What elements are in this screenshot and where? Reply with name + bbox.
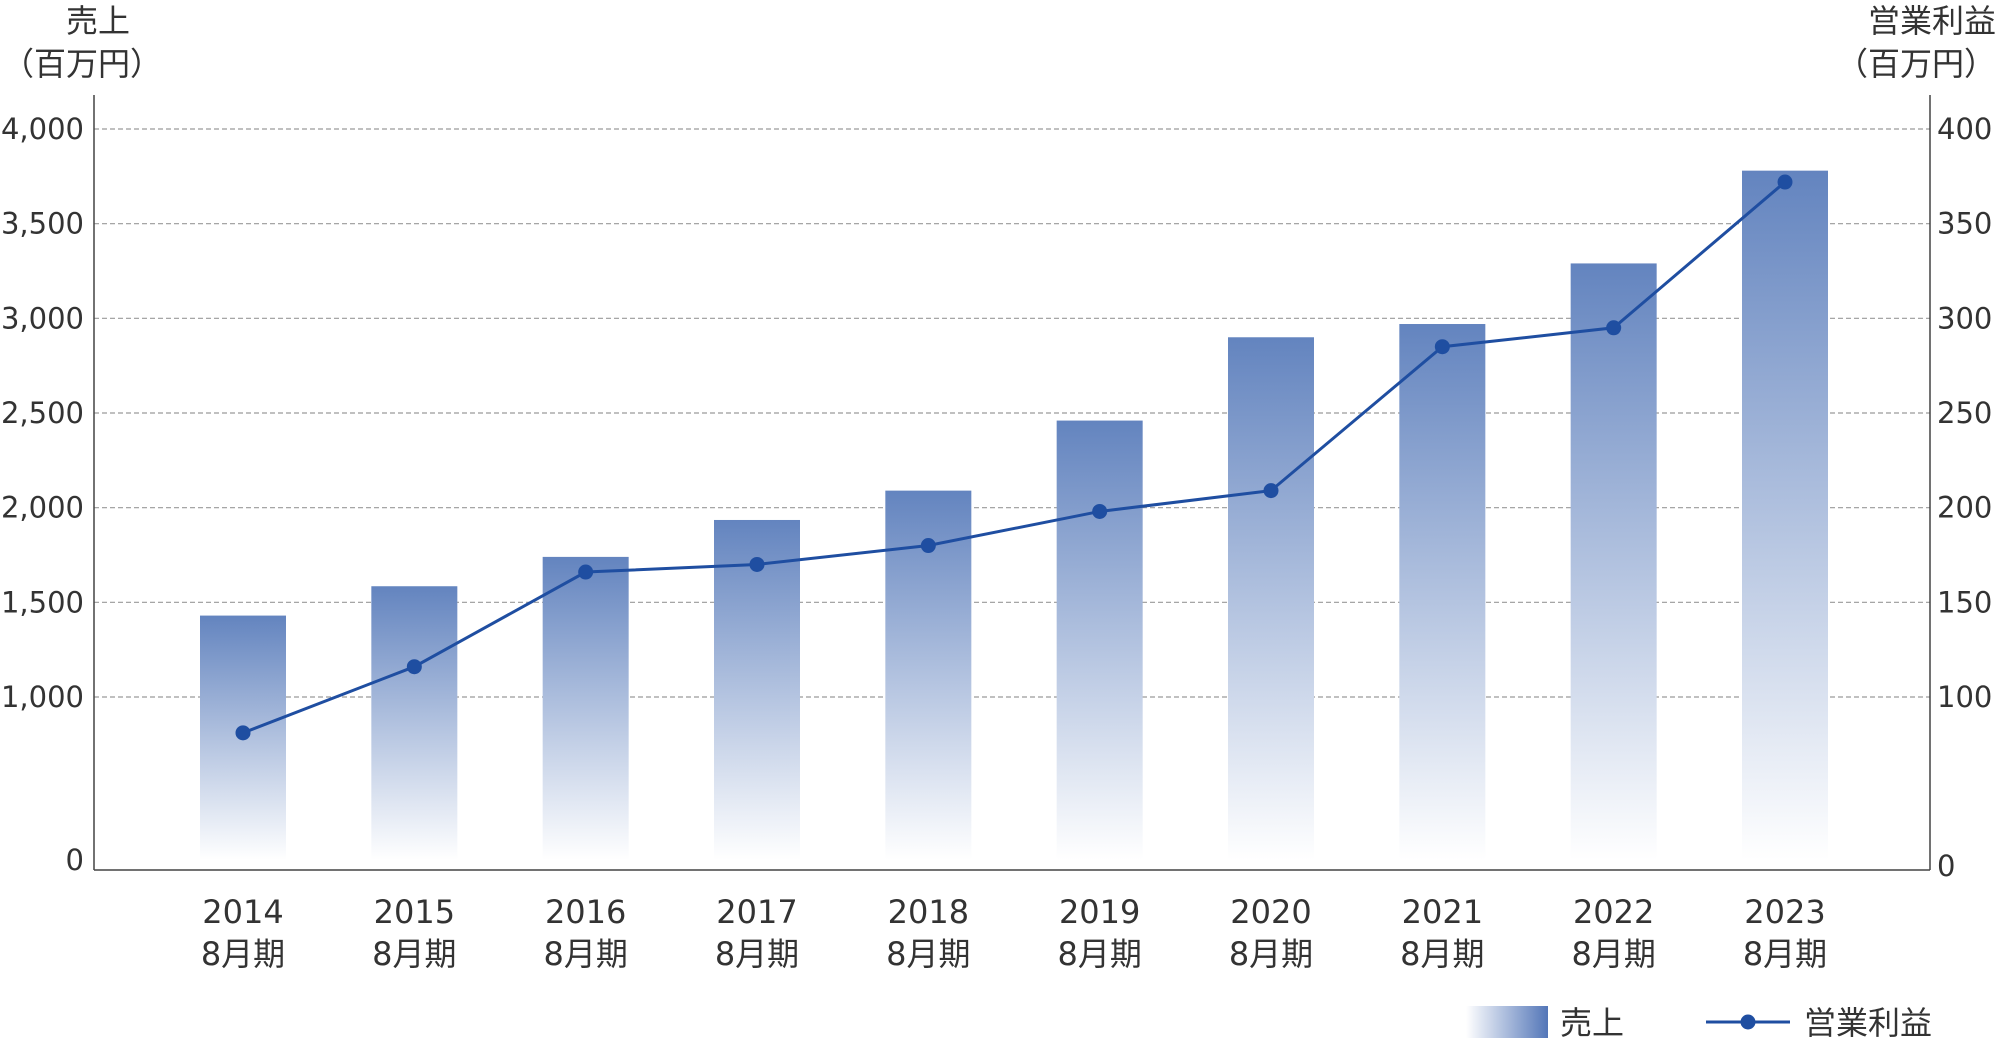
bar-2016 <box>542 556 629 860</box>
left-tick-label: 1,000 <box>1 680 84 714</box>
x-tick-period: 8月期 <box>372 935 456 973</box>
operating-profit-line <box>242 180 1786 735</box>
left-tick-label: 2,500 <box>1 396 84 430</box>
x-tick-period: 8月期 <box>1229 935 1313 973</box>
x-tick-year: 2019 <box>1059 893 1140 931</box>
profit-point-2022 <box>1606 320 1622 336</box>
left-axis-unit: （百万円） <box>2 45 162 83</box>
left-tick-label: 3,500 <box>1 207 84 241</box>
left-axis-title: 売上 <box>66 2 130 40</box>
axes <box>93 95 1931 871</box>
right-axis-title: 営業利益 <box>1868 2 1996 40</box>
right-tick-label: 350 <box>1937 207 1992 241</box>
bar-2019 <box>1056 420 1143 860</box>
left-tick-label: 3,000 <box>1 301 84 335</box>
right-tick-label: 300 <box>1937 301 1992 335</box>
left-tick-label: 1,500 <box>1 585 84 619</box>
axis-labels: 0 1,000 1,500 2,000 2,500 3,000 3,500 4,000 0 100… <box>1 2 1996 973</box>
legend: 売上 営業利益 <box>1466 1004 1932 1042</box>
x-tick-year: 2016 <box>545 893 626 931</box>
x-tick-year: 2018 <box>888 893 969 931</box>
right-tick-label: 250 <box>1937 396 1992 430</box>
profit-point-2019 <box>1092 503 1108 519</box>
right-tick-label: 0 <box>1937 849 1955 883</box>
profit-point-2021 <box>1434 339 1450 355</box>
x-tick-period: 8月期 <box>1743 935 1827 973</box>
x-tick-period: 8月期 <box>201 935 285 973</box>
x-tick-year: 2022 <box>1573 893 1654 931</box>
bar-2017 <box>714 519 800 860</box>
legend-label-profit: 営業利益 <box>1804 1004 1932 1041</box>
profit-point-2016 <box>578 564 594 580</box>
bar-2015 <box>371 586 458 860</box>
line-series <box>235 174 1793 741</box>
right-tick-label: 200 <box>1937 491 1992 525</box>
bar-series <box>200 170 1828 861</box>
bar-2023 <box>1742 170 1828 861</box>
x-tick-period: 8月期 <box>1057 935 1141 973</box>
x-tick-year: 2017 <box>716 893 797 931</box>
x-tick-year: 2023 <box>1744 893 1825 931</box>
x-tick-period: 8月期 <box>1571 935 1655 973</box>
legend-swatch-sales <box>1466 1006 1548 1038</box>
x-tick-period: 8月期 <box>715 935 799 973</box>
bar-2021 <box>1399 324 1486 861</box>
right-axis-unit: （百万円） <box>1836 45 1996 83</box>
x-tick-period: 8月期 <box>1400 935 1484 973</box>
profit-point-2017 <box>749 556 765 572</box>
legend-swatch-marker <box>1740 1014 1756 1030</box>
x-tick-year: 2015 <box>374 893 455 931</box>
x-tick-year: 2014 <box>202 893 283 931</box>
profit-point-2014 <box>235 725 251 741</box>
profit-point-2018 <box>920 538 936 554</box>
right-tick-label: 100 <box>1937 680 1992 714</box>
x-tick-year: 2020 <box>1230 893 1311 931</box>
x-tick-year: 2021 <box>1402 893 1483 931</box>
bar-2022 <box>1570 263 1657 861</box>
right-tick-label: 150 <box>1937 585 1992 619</box>
x-tick-period: 8月期 <box>886 935 970 973</box>
profit-point-2020 <box>1263 483 1279 499</box>
right-tick-label: 400 <box>1937 112 1992 146</box>
bar-2020 <box>1228 337 1314 860</box>
left-tick-label: 2,000 <box>1 491 84 525</box>
left-tick-label: 0 <box>66 843 84 877</box>
profit-point-2023 <box>1777 174 1793 190</box>
left-tick-label: 4,000 <box>1 112 84 146</box>
legend-label-sales: 売上 <box>1560 1004 1624 1041</box>
x-tick-period: 8月期 <box>543 935 627 973</box>
profit-point-2015 <box>406 659 422 675</box>
